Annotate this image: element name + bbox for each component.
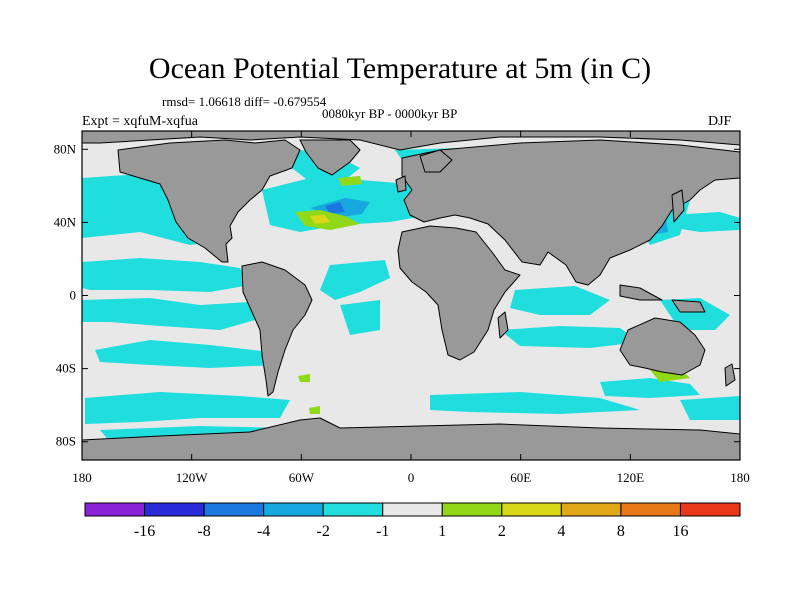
- greenland: [299, 139, 361, 176]
- colorbar-swatch: [84, 502, 146, 517]
- colorbar-label: 8: [617, 523, 625, 540]
- colorbar-label: 1: [438, 523, 446, 540]
- map-plot-area: [82, 131, 740, 460]
- arctic-islands: [82, 131, 740, 151]
- antarctica: [82, 417, 740, 460]
- colorbar-label: 16: [672, 523, 688, 540]
- lon-tick-label: 180: [730, 470, 750, 485]
- colorbar-label: -1: [376, 523, 389, 540]
- lat-tick-label: 80N: [54, 141, 77, 156]
- lat-tick-label: 80S: [56, 434, 76, 449]
- season-text: DJF: [708, 114, 732, 129]
- longitude-axis: 180 120W 60W 0 60E 120E 180: [72, 131, 750, 485]
- north-america: [117, 139, 301, 263]
- lon-tick-label: 120W: [176, 470, 209, 485]
- lat-tick-label: 40S: [56, 361, 76, 376]
- colorbar-label: -2: [317, 523, 330, 540]
- colorbar-swatch: [263, 502, 324, 517]
- colorbar-swatch: [501, 502, 562, 517]
- colorbar-swatch: [620, 502, 681, 517]
- lon-tick-label: 60W: [289, 470, 315, 485]
- colorbar-swatch: [144, 502, 205, 517]
- latitude-axis: 80N 40N 0 40S 80S: [54, 141, 740, 449]
- period-text: 0080kyr BP - 0000kyr BP: [322, 106, 458, 121]
- lat-tick-label: 40N: [54, 214, 77, 229]
- land-masses: [82, 131, 740, 460]
- colorbar-label: 2: [498, 523, 506, 540]
- colorbar-label: -8: [197, 523, 210, 540]
- lon-tick-label: 60E: [510, 470, 531, 485]
- colorbar-swatch: [560, 502, 622, 517]
- new-zealand: [724, 363, 736, 387]
- australia: [619, 317, 706, 376]
- europe-asia: [401, 139, 740, 286]
- japan: [671, 189, 685, 223]
- new-guinea: [671, 299, 706, 313]
- colorbar-swatch: [679, 502, 741, 517]
- lon-tick-label: 0: [408, 470, 415, 485]
- lat-tick-label: 0: [70, 288, 77, 303]
- colorbar-label: -16: [134, 523, 155, 540]
- lon-tick-label: 120E: [617, 470, 645, 485]
- colorbar: -16 -8 -4 -2 -1 1 2 4 8 16: [84, 502, 741, 540]
- colorbar-label: -4: [257, 523, 270, 540]
- colorbar-swatch: [203, 502, 265, 517]
- colorbar-swatch: [441, 502, 503, 517]
- colorbar-swatch: [382, 502, 443, 517]
- south-america: [241, 261, 313, 397]
- lon-tick-label: 180: [72, 470, 92, 485]
- africa: [397, 225, 521, 361]
- british-isles: [395, 175, 407, 193]
- map-title: Ocean Potential Temperature at 5m (in C): [148, 52, 652, 85]
- colorbar-swatch: [322, 502, 384, 517]
- colorbar-label: 4: [557, 523, 565, 540]
- stats-text: rmsd= 1.06618 diff= -0.679554: [162, 94, 327, 109]
- scandinavia: [419, 149, 453, 173]
- madagascar: [497, 311, 509, 339]
- indonesia: [619, 284, 663, 301]
- experiment-text: Expt = xqfuM-xqfua: [82, 114, 198, 129]
